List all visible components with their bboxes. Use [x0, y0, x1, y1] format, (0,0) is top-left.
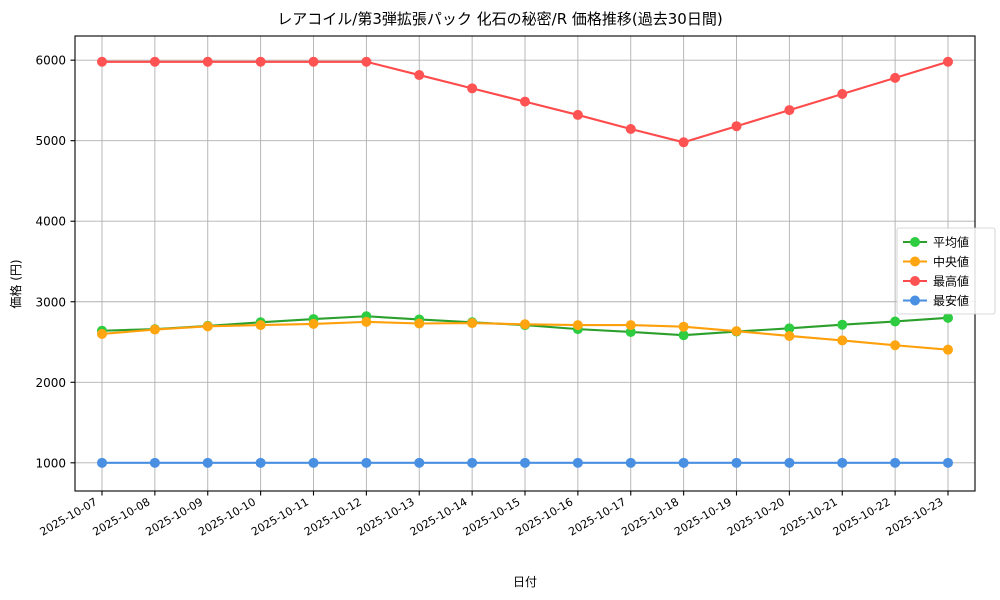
data-point[interactable] — [361, 56, 372, 67]
data-point[interactable] — [255, 457, 266, 468]
data-point[interactable] — [308, 318, 319, 329]
data-point[interactable] — [890, 72, 901, 83]
data-point[interactable] — [731, 457, 742, 468]
data-point[interactable] — [97, 328, 107, 339]
data-point[interactable] — [520, 457, 530, 468]
legend-marker-swatch — [910, 295, 920, 306]
series-layer — [97, 56, 953, 468]
data-point[interactable] — [149, 457, 160, 468]
data-point[interactable] — [520, 319, 530, 330]
series-3 — [97, 56, 953, 148]
data-point[interactable] — [837, 335, 848, 346]
legend-background — [896, 227, 996, 315]
data-point[interactable] — [943, 56, 953, 67]
data-point[interactable] — [890, 340, 901, 351]
x-axis-title: 日付 — [513, 575, 537, 589]
data-point[interactable] — [572, 457, 583, 468]
legend-label: 中央値 — [933, 254, 969, 269]
x-gridlines — [101, 36, 949, 491]
y-tick-label: 1000 — [35, 456, 66, 470]
data-point[interactable] — [678, 457, 689, 468]
series-4 — [97, 457, 953, 468]
data-point[interactable] — [784, 330, 795, 341]
data-point[interactable] — [467, 457, 478, 468]
data-point[interactable] — [361, 457, 372, 468]
data-point[interactable] — [308, 56, 319, 67]
data-point[interactable] — [149, 56, 160, 67]
legend-label: 最高値 — [933, 274, 969, 289]
data-point[interactable] — [837, 319, 848, 330]
y-axis-title: 価格 (円) — [8, 259, 23, 308]
data-point[interactable] — [414, 457, 425, 468]
data-point[interactable] — [678, 321, 689, 332]
legend-label: 平均値 — [933, 235, 969, 250]
data-point[interactable] — [308, 457, 319, 468]
data-point[interactable] — [890, 316, 901, 327]
data-point[interactable] — [625, 124, 636, 135]
data-point[interactable] — [784, 457, 795, 468]
y-tick-label: 2000 — [35, 376, 66, 390]
data-point[interactable] — [202, 321, 213, 332]
legend-entry-4[interactable]: 最安値 — [903, 293, 969, 308]
y-tick-label: 4000 — [35, 215, 66, 229]
legend-marker-swatch — [910, 276, 920, 286]
data-point[interactable] — [255, 56, 266, 67]
legend-label: 最安値 — [933, 293, 969, 308]
legend-entry-3[interactable]: 最高値 — [903, 274, 969, 289]
data-point[interactable] — [202, 457, 213, 468]
y-axis-ticks: 1000 2000 3000 4000 5000 6000 — [35, 54, 75, 470]
data-point[interactable] — [572, 109, 583, 120]
data-point[interactable] — [837, 457, 848, 468]
y-tick-label: 5000 — [35, 134, 66, 148]
data-point[interactable] — [678, 137, 689, 148]
data-point[interactable] — [625, 457, 636, 468]
data-point[interactable] — [890, 457, 901, 468]
data-point[interactable] — [520, 96, 530, 107]
data-point[interactable] — [678, 330, 689, 341]
legend-marker-swatch — [910, 237, 920, 247]
data-point[interactable] — [467, 83, 478, 94]
chart-title: レアコイル/第3弾拡張パック 化石の秘密/R 価格推移(過去30日間) — [277, 10, 722, 28]
data-point[interactable] — [97, 457, 107, 468]
data-point[interactable] — [837, 88, 848, 99]
data-point[interactable] — [572, 320, 583, 331]
data-point[interactable] — [414, 318, 425, 329]
data-point[interactable] — [731, 121, 742, 132]
data-point[interactable] — [625, 326, 636, 337]
data-point[interactable] — [943, 457, 953, 468]
data-point[interactable] — [943, 312, 953, 323]
series-2 — [97, 316, 953, 355]
legend-entry-2[interactable]: 中央値 — [903, 254, 969, 269]
data-point[interactable] — [202, 56, 213, 67]
data-point[interactable] — [414, 70, 425, 81]
y-tick-label: 3000 — [35, 295, 66, 309]
data-point[interactable] — [784, 105, 795, 116]
data-point[interactable] — [361, 316, 372, 327]
data-point[interactable] — [784, 323, 795, 334]
data-point[interactable] — [97, 56, 107, 67]
legend-marker-swatch — [910, 256, 920, 267]
data-point[interactable] — [149, 324, 160, 335]
data-point[interactable] — [255, 320, 266, 331]
data-point[interactable] — [731, 326, 742, 337]
y-tick-label: 6000 — [35, 54, 66, 68]
legend-entry-1[interactable]: 平均値 — [903, 235, 969, 250]
data-point[interactable] — [625, 320, 636, 331]
data-point[interactable] — [943, 344, 953, 355]
data-point[interactable] — [467, 318, 478, 329]
